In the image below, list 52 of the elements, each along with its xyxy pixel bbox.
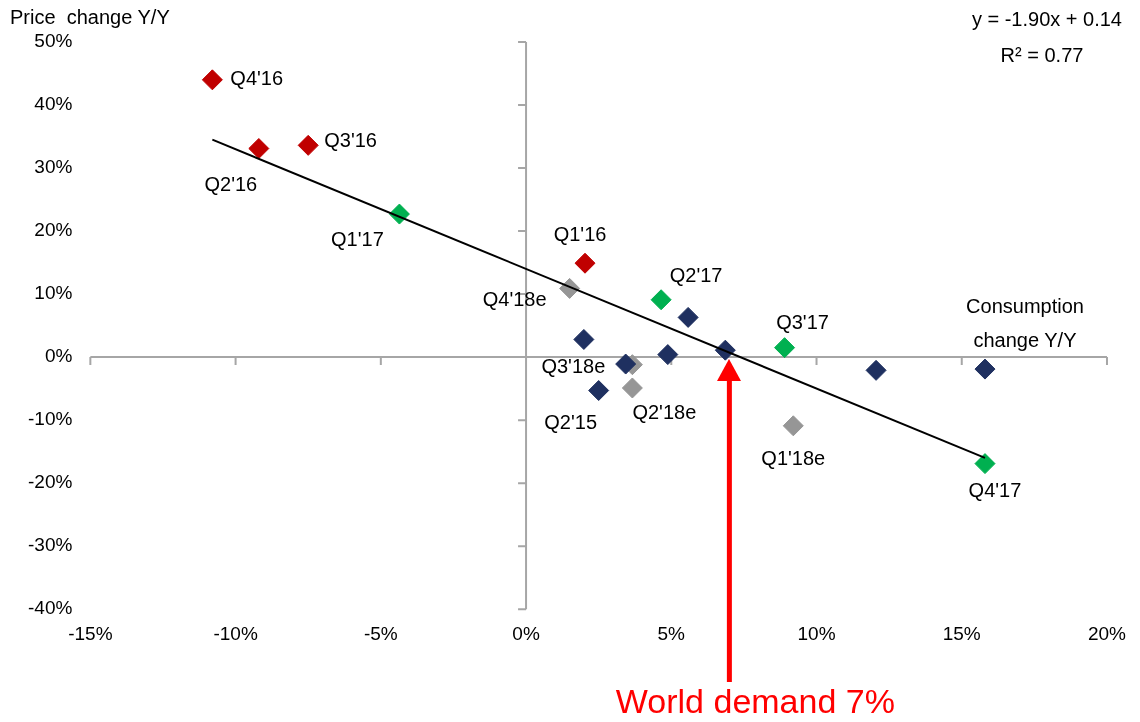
x-tick-label: 10% <box>797 622 836 644</box>
y-tick-label: -40% <box>28 597 73 619</box>
point <box>782 415 804 437</box>
annotation: Q2'15 <box>544 411 598 434</box>
point <box>621 377 643 399</box>
ref-line-label: World demand 7% <box>615 682 895 721</box>
x-tick-label: -15% <box>68 622 113 644</box>
x-tick-label: 20% <box>1087 622 1127 644</box>
annotation: Q1'18e <box>761 447 826 470</box>
y-tick-label: 50% <box>34 30 73 52</box>
x-tick-label: 0% <box>512 622 540 644</box>
annotation: Q4'17 <box>968 479 1022 502</box>
point <box>588 380 610 402</box>
annotation: Q1'17 <box>331 227 384 250</box>
x-tick-label: -10% <box>213 622 258 644</box>
x-tick-label: 5% <box>657 622 686 644</box>
y-tick-label: 10% <box>34 282 73 304</box>
annotation: Q3'16 <box>324 128 377 151</box>
annotation: Q2'16 <box>204 173 258 196</box>
annotation: Q2'18e <box>632 400 697 423</box>
point <box>650 289 672 311</box>
annotation: Q1'16 <box>553 222 607 245</box>
y-tick-label: -10% <box>28 408 73 430</box>
text: y = -1.90x + 0.14 <box>971 7 1122 30</box>
annotation: Q2'17 <box>669 264 723 287</box>
y-tick-label: 0% <box>44 345 73 367</box>
y-tick-label: -30% <box>28 534 73 556</box>
annotation: Q3'18e <box>541 355 606 378</box>
annotation: Q4'18e <box>482 287 547 310</box>
annotation: R² = 0.77 <box>1000 43 1084 66</box>
point <box>657 344 679 366</box>
point <box>974 358 996 380</box>
annotation: Q4'16 <box>230 67 284 90</box>
y-tick-label: 40% <box>34 93 73 115</box>
point <box>201 69 223 91</box>
x-tick-label: 15% <box>942 622 981 644</box>
y-tick-label: 30% <box>34 156 73 178</box>
x-tick-label: -5% <box>363 622 398 644</box>
point <box>574 252 596 274</box>
point <box>677 306 699 328</box>
y-tick-label: -20% <box>28 471 73 493</box>
point <box>248 138 270 160</box>
annotation: Q3'17 <box>776 311 829 334</box>
y-axis-title: Price change Y/Y <box>10 5 170 28</box>
point <box>974 453 996 475</box>
point <box>573 328 595 350</box>
point <box>865 359 887 381</box>
point <box>774 337 796 359</box>
point <box>615 353 637 375</box>
point <box>297 134 319 156</box>
x-axis-title: Consumption change Y/Y <box>966 294 1084 351</box>
y-tick-label: 20% <box>34 219 73 241</box>
